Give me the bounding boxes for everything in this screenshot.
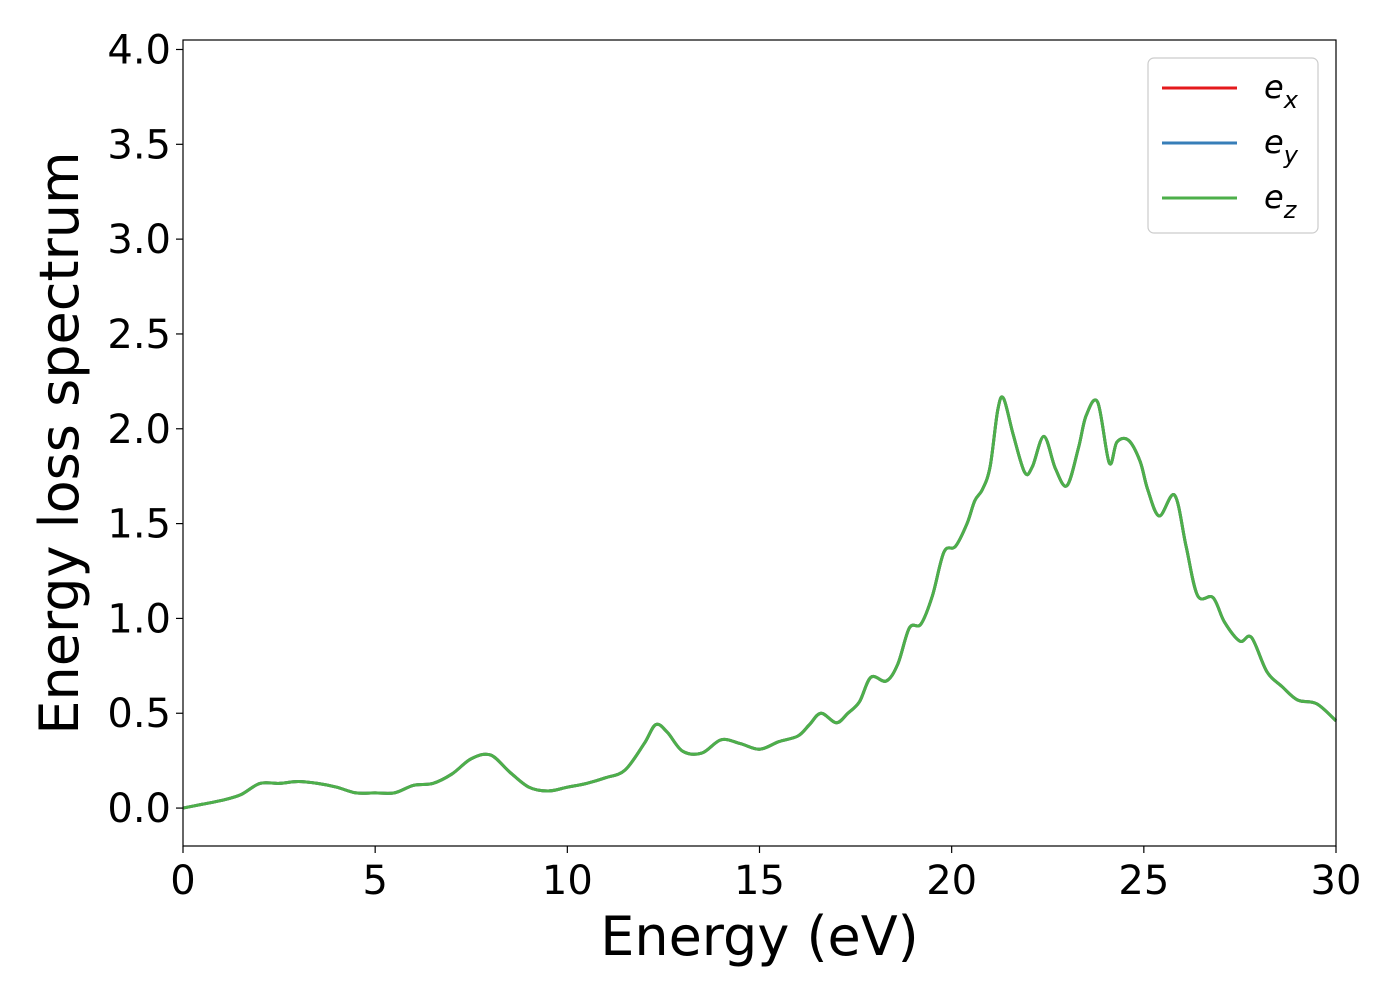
y-tick-label: 1.0 [107,596,171,642]
legend-label-ex: ex [1264,68,1299,114]
y-tick-label: 2.0 [107,407,171,453]
legend-label-main: e [1264,68,1284,106]
y-tick-label: 2.5 [107,312,171,358]
y-axis-title: Energy loss spectrum [28,151,91,734]
legend-label-main: e [1264,123,1284,161]
x-tick-label: 25 [1118,858,1169,904]
legend-label-subscript: z [1283,196,1298,224]
x-axis-ticks: 0 5 10 15 20 25 30 [170,846,1361,904]
legend-label-subscript: y [1283,141,1299,169]
x-tick-label: 30 [1311,858,1362,904]
plot-lines [182,395,1338,810]
y-tick-label: 3.0 [107,217,171,263]
x-tick-label: 5 [362,858,387,904]
legend-label-subscript: x [1283,86,1299,114]
legend-label-ez: ez [1264,178,1298,224]
x-tick-label: 10 [542,858,593,904]
y-tick-label: 1.5 [107,502,171,548]
x-tick-label: 15 [734,858,785,904]
legend-box [1147,57,1319,234]
y-tick-label: 0.0 [107,786,171,832]
y-axis-ticks: 0.0 0.5 1.0 1.5 2.0 2.5 3.0 3.5 4.0 [107,27,183,832]
x-tick-label: 20 [926,858,977,904]
y-tick-label: 0.5 [107,691,171,737]
x-axis-title: Energy (eV) [600,905,919,968]
series-line-ez [182,395,1338,810]
legend-label-main: e [1264,178,1284,216]
legend-label-ey: ey [1264,123,1299,169]
x-tick-label: 0 [170,858,195,904]
y-tick-label: 3.5 [107,122,171,168]
y-tick-label: 4.0 [107,27,171,73]
